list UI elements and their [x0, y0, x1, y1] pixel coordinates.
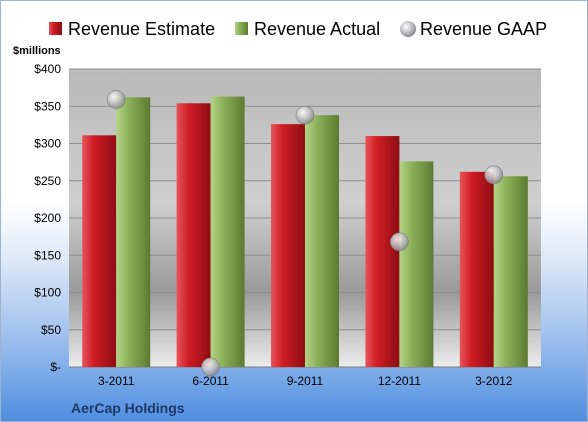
legend-label-estimate: Revenue Estimate — [68, 19, 215, 39]
gaap-marker — [484, 165, 504, 185]
gaap-marker — [201, 357, 220, 377]
company-name: AerCap Holdings — [71, 400, 185, 416]
estimate-bar — [271, 124, 305, 367]
y-tick-label: $50 — [41, 323, 61, 337]
estimate-bar — [176, 103, 211, 368]
x-tick-label: 3-2012 — [475, 374, 513, 388]
legend-swatch-estimate — [49, 22, 62, 35]
actual-bar — [116, 97, 151, 367]
y-axis-ticks: $- $50 $100 $150 $200 $250 $300 $350 $400 — [34, 62, 61, 374]
actual-bar — [399, 161, 434, 367]
y-tick-label: $350 — [34, 99, 61, 113]
gaap-marker — [295, 105, 315, 125]
legend-label-actual: Revenue Actual — [254, 19, 380, 39]
legend-swatch-actual — [235, 22, 248, 35]
chart-legend: Revenue Estimate Revenue Actual Revenue … — [49, 19, 547, 39]
legend-item-gaap: Revenue GAAP — [400, 19, 547, 39]
estimate-bar — [459, 171, 494, 367]
x-tick-label: 9-2011 — [287, 374, 324, 388]
legend-marker-gaap — [400, 21, 416, 37]
gaap-marker — [390, 232, 409, 252]
legend-item-actual: Revenue Actual — [235, 19, 380, 39]
x-tick-label: 6-2011 — [192, 374, 229, 388]
actual-bar — [210, 96, 245, 367]
estimate-bar — [82, 135, 117, 367]
x-tick-label: 12-2011 — [378, 374, 421, 388]
y-tick-label: $200 — [34, 211, 61, 225]
gaap-markers — [106, 90, 504, 377]
y-tick-label: $- — [50, 360, 61, 374]
y-tick-label: $250 — [34, 174, 61, 188]
x-tick-label: 3-2011 — [98, 374, 135, 388]
actual-bar — [493, 176, 528, 367]
y-tick-label: $400 — [34, 62, 61, 76]
legend-item-estimate: Revenue Estimate — [49, 19, 215, 39]
y-tick-label: $100 — [34, 286, 61, 300]
x-axis-ticks: 3-2011 6-2011 9-2011 12-2011 3-2012 — [98, 374, 513, 388]
gaap-marker — [106, 90, 126, 109]
y-tick-label: $300 — [34, 137, 61, 151]
bars — [82, 96, 528, 368]
y-axis-unit-label: $millions — [13, 45, 61, 57]
legend-label-gaap: Revenue GAAP — [420, 19, 547, 39]
estimate-bar — [365, 136, 400, 367]
y-tick-label: $150 — [34, 248, 61, 262]
actual-bar — [305, 115, 339, 367]
